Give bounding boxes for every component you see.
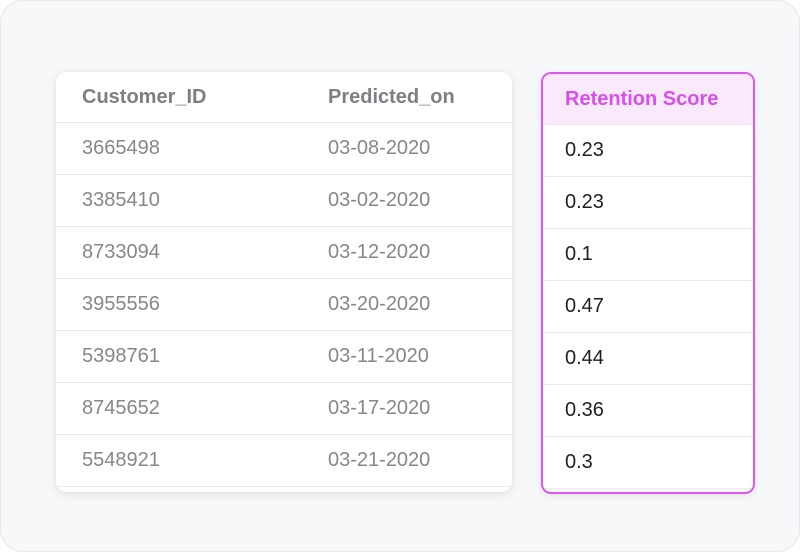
table-row[interactable]: 3955556 03-20-2020 [56, 279, 512, 331]
predicted-on-cell: 03-11-2020 [328, 345, 429, 367]
retention-score-cell: 0.23 [565, 191, 604, 213]
retention-score-cell: 0.3 [565, 451, 593, 473]
retention-score-cell: 0.47 [565, 295, 604, 317]
table-row[interactable]: 8733094 03-12-2020 [56, 227, 512, 279]
retention-score-cell: 0.23 [565, 139, 604, 161]
column-header-retention-score[interactable]: Retention Score [565, 87, 719, 110]
score-row[interactable]: 0.44 [543, 333, 753, 385]
score-row[interactable]: 0.3 [543, 437, 753, 489]
score-row[interactable]: 0.47 [543, 281, 753, 333]
score-row[interactable]: 0.23 [543, 177, 753, 229]
table-row[interactable]: 3665498 03-08-2020 [56, 123, 512, 175]
score-row[interactable]: 0.1 [543, 229, 753, 281]
customer-id-cell: 8733094 [82, 241, 160, 263]
table-row[interactable]: 8745652 03-17-2020 [56, 383, 512, 435]
predicted-on-cell: 03-12-2020 [328, 241, 431, 263]
predicted-on-cell: 03-21-2020 [328, 449, 431, 471]
customer-id-cell: 3955556 [82, 293, 160, 315]
retention-score-cell: 0.36 [565, 399, 604, 421]
table-header-row: Customer_ID Predicted_on [56, 72, 512, 123]
table-row[interactable]: 3385410 03-02-2020 [56, 175, 512, 227]
predicted-on-cell: 03-20-2020 [328, 293, 431, 315]
customer-id-cell: 5548921 [82, 449, 160, 471]
customer-id-cell: 3665498 [82, 137, 160, 159]
retention-score-cell: 0.44 [565, 347, 604, 369]
predicted-on-cell: 03-17-2020 [328, 397, 431, 419]
score-row[interactable]: 0.23 [543, 125, 753, 177]
table-row[interactable]: 5398761 03-11-2020 [56, 331, 512, 383]
table-row[interactable]: 5548921 03-21-2020 [56, 435, 512, 487]
predicted-on-cell: 03-08-2020 [328, 137, 431, 159]
retention-score-column: Retention Score 0.23 0.23 0.1 0.47 0.44 … [541, 72, 755, 494]
column-header-predicted-on[interactable]: Predicted_on [328, 85, 455, 108]
customer-table: Customer_ID Predicted_on 3665498 03-08-2… [56, 72, 512, 492]
retention-score-cell: 0.1 [565, 243, 593, 265]
customer-id-cell: 3385410 [82, 189, 160, 211]
customer-id-cell: 8745652 [82, 397, 160, 419]
score-row[interactable]: 0.36 [543, 385, 753, 437]
predicted-on-cell: 03-02-2020 [328, 189, 431, 211]
score-header-row: Retention Score [543, 74, 753, 125]
customer-id-cell: 5398761 [82, 345, 160, 367]
column-header-customer-id[interactable]: Customer_ID [82, 85, 207, 108]
